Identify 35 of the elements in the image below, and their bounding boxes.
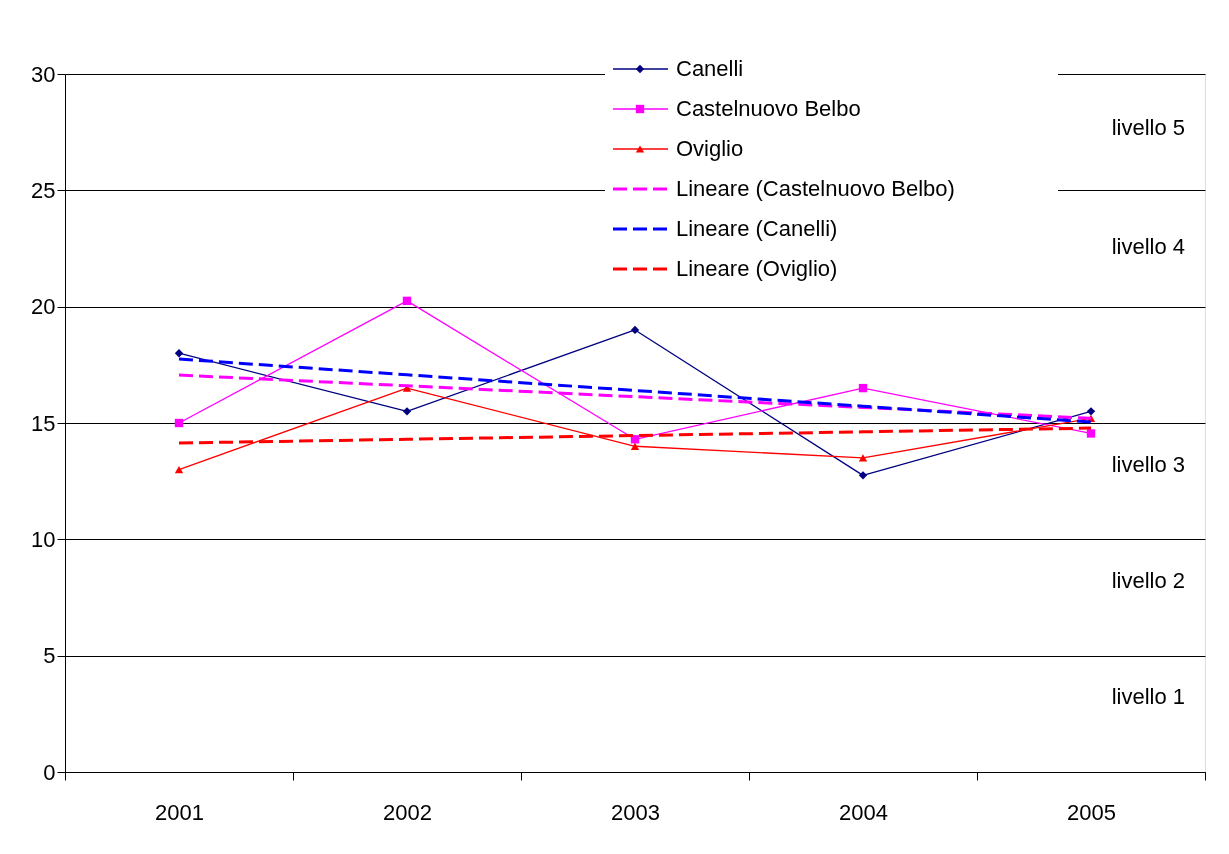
point bbox=[858, 383, 868, 393]
point bbox=[1086, 429, 1096, 438]
point bbox=[630, 325, 640, 335]
point bbox=[174, 418, 184, 428]
legend-label: Lineare (Castelnuovo Belbo) bbox=[676, 176, 955, 201]
legend-label: Castelnuovo Belbo bbox=[676, 96, 861, 121]
x-tick-label: 2005 bbox=[1067, 799, 1116, 825]
annotation: livello 5 bbox=[1111, 115, 1185, 140]
point bbox=[174, 349, 184, 358]
point bbox=[630, 442, 640, 450]
y-tick-label: 10 bbox=[31, 526, 56, 552]
legend-label: Lineare (Oviglio) bbox=[676, 256, 838, 281]
x-tick-label: 2002 bbox=[383, 799, 432, 825]
y-tick-label: 30 bbox=[31, 61, 56, 87]
point bbox=[402, 296, 412, 306]
annotation: livello 4 bbox=[1111, 234, 1185, 259]
x-tick-label: 2003 bbox=[611, 799, 660, 825]
y-tick-label: 5 bbox=[43, 643, 56, 669]
point bbox=[402, 407, 412, 416]
y-tick-label: 0 bbox=[43, 759, 56, 785]
point bbox=[174, 465, 184, 474]
legend-label: Oviglio bbox=[676, 136, 744, 161]
annotation: livello 3 bbox=[1111, 452, 1185, 477]
x-tick-label: 2001 bbox=[155, 799, 204, 825]
x-tick-label: 2004 bbox=[839, 799, 888, 825]
y-tick-label: 20 bbox=[31, 294, 56, 320]
legend-label: Lineare (Canelli) bbox=[676, 216, 838, 241]
annotation: livello 2 bbox=[1111, 568, 1185, 593]
y-tick-label: 15 bbox=[31, 410, 56, 436]
annotation: livello 1 bbox=[1111, 684, 1185, 709]
point bbox=[858, 471, 868, 480]
point bbox=[858, 454, 868, 462]
legend-label: Canelli bbox=[676, 56, 744, 81]
point bbox=[1086, 407, 1096, 416]
y-tick-label: 25 bbox=[31, 177, 56, 203]
